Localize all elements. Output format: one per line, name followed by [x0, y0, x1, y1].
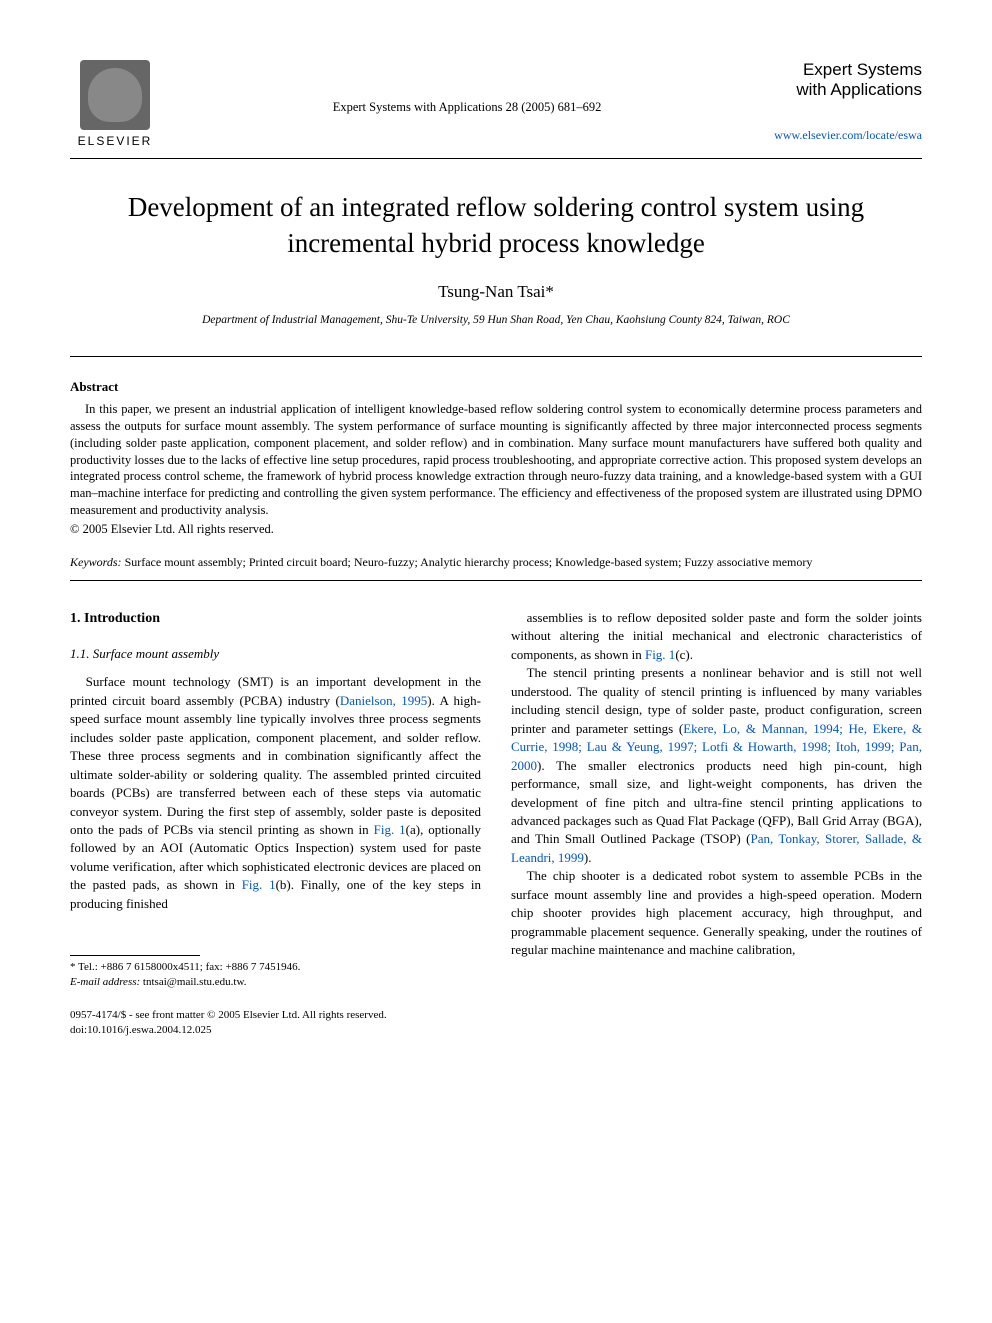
- footnote-email-value: tntsai@mail.stu.edu.tw.: [143, 976, 247, 988]
- para-1: Surface mount technology (SMT) is an imp…: [70, 673, 481, 913]
- footnote-contact: * Tel.: +886 7 6158000x4511; fax: +886 7…: [70, 960, 481, 975]
- section-1-1-heading: 1.1. Surface mount assembly: [70, 645, 481, 663]
- p2-text-b: (c).: [675, 647, 693, 662]
- p2-text-a: assemblies is to reflow deposited solder…: [511, 610, 922, 662]
- footnote-rule: [70, 955, 200, 956]
- abstract-heading: Abstract: [70, 379, 922, 395]
- keywords-label: Keywords:: [70, 555, 122, 569]
- section-1-heading: 1. Introduction: [70, 609, 481, 629]
- abstract-copyright: © 2005 Elsevier Ltd. All rights reserved…: [70, 522, 922, 537]
- footer-meta: 0957-4174/$ - see front matter © 2005 El…: [70, 1008, 481, 1038]
- title-line1: Development of an integrated reflow sold…: [128, 192, 864, 222]
- body-columns: 1. Introduction 1.1. Surface mount assem…: [70, 609, 922, 1038]
- cite-danielson[interactable]: Danielson, 1995: [340, 693, 427, 708]
- affiliation: Department of Industrial Management, Shu…: [70, 314, 922, 326]
- author: Tsung-Nan Tsai*: [70, 282, 922, 302]
- page-header: ELSEVIER Expert Systems with Application…: [70, 60, 922, 148]
- footer-line2: doi:10.1016/j.eswa.2004.12.025: [70, 1023, 481, 1038]
- rule-under-keywords: [70, 580, 922, 581]
- footer-line1: 0957-4174/$ - see front matter © 2005 El…: [70, 1008, 481, 1023]
- left-column: 1. Introduction 1.1. Surface mount assem…: [70, 609, 481, 1038]
- journal-name-line2: with Applications: [774, 80, 922, 100]
- rule-top: [70, 158, 922, 159]
- journal-name-line1: Expert Systems: [774, 60, 922, 80]
- rule-under-affiliation: [70, 356, 922, 357]
- footnote-email-label: E-mail address:: [70, 976, 140, 988]
- fig-1-ref-c[interactable]: Fig. 1: [645, 647, 675, 662]
- abstract-body: In this paper, we present an industrial …: [70, 401, 922, 519]
- fig-1-ref-b[interactable]: Fig. 1: [242, 877, 276, 892]
- para-2: assemblies is to reflow deposited solder…: [511, 609, 922, 664]
- elsevier-tree-icon: [80, 60, 150, 130]
- right-column: assemblies is to reflow deposited solder…: [511, 609, 922, 1038]
- journal-url[interactable]: www.elsevier.com/locate/eswa: [774, 128, 922, 143]
- p1-text-b: ). A high-speed surface mount assembly l…: [70, 693, 481, 837]
- para-4: The chip shooter is a dedicated robot sy…: [511, 867, 922, 959]
- article-title: Development of an integrated reflow sold…: [70, 189, 922, 262]
- para-3: The stencil printing presents a nonlinea…: [511, 664, 922, 867]
- header-citation: Expert Systems with Applications 28 (200…: [160, 60, 774, 115]
- journal-brand-block: Expert Systems with Applications www.els…: [774, 60, 922, 143]
- publisher-logo: ELSEVIER: [70, 60, 160, 148]
- title-line2: incremental hybrid process knowledge: [287, 228, 705, 258]
- keywords-line: Keywords: Surface mount assembly; Printe…: [70, 555, 922, 570]
- p3-text-c: ).: [584, 850, 592, 865]
- keywords-text: Surface mount assembly; Printed circuit …: [125, 555, 813, 569]
- footnote-email: E-mail address: tntsai@mail.stu.edu.tw.: [70, 975, 481, 990]
- fig-1-ref-a[interactable]: Fig. 1: [374, 822, 406, 837]
- publisher-name: ELSEVIER: [78, 134, 153, 148]
